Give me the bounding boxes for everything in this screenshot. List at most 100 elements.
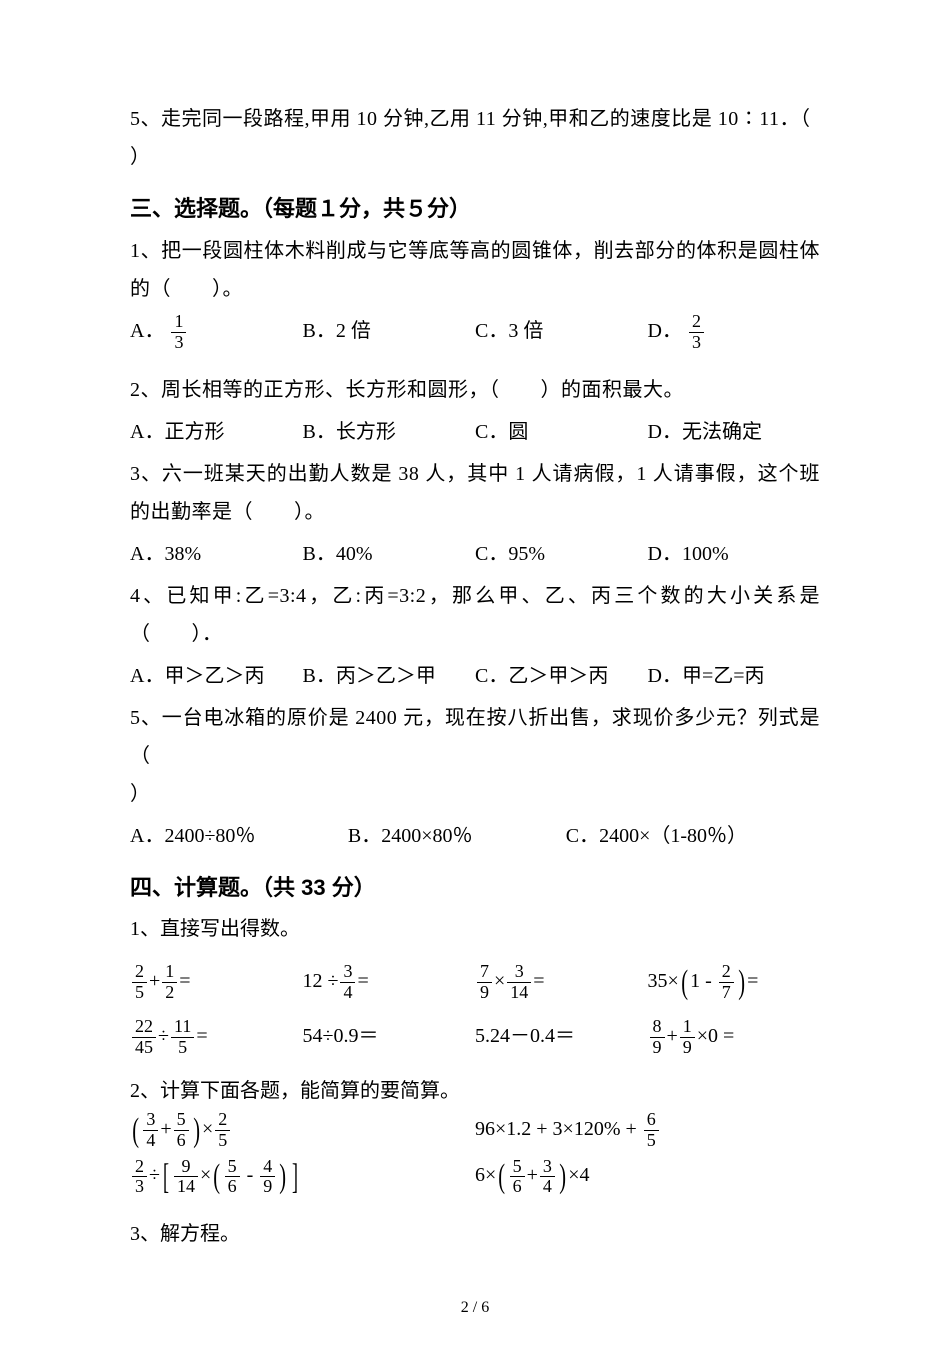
numerator: 7 [477,962,492,983]
q3-4-opt-c: C．乙＞甲＞丙 [475,657,648,695]
q2-5: 5、走完同一段路程,甲用 10 分钟,乙用 11 分钟,甲和乙的速度比是 10∶… [130,100,820,138]
expr-6: 54÷0.9＝ [303,1017,476,1058]
q3-1-opt-b: B．2 倍 [303,312,476,353]
q3-2-opt-d: D．无法确定 [648,413,821,451]
denominator: 4 [540,1177,555,1197]
sub1-title: 1、直接写出得数。 [130,910,820,948]
fraction: 3 4 [340,962,355,1003]
operator: - [242,1164,259,1186]
expr-8: 8 9 + 1 9 ×0 = [648,1017,821,1058]
q3-2-opt-c: C．圆 [475,413,648,451]
q3-5-opt-c: C．2400×（1-80％） [566,817,820,855]
denominator: 9 [477,983,492,1003]
numerator: 2 [689,312,704,333]
expr-2: 12 ÷ 3 4 = [303,962,476,1003]
operator: × [202,1118,213,1140]
numerator: 2 [719,962,734,983]
numerator: 5 [174,1110,189,1131]
numerator: 2 [215,1110,230,1131]
numerator: 1 [162,962,177,983]
sub2-title: 2、计算下面各题，能简算的要简算。 [130,1072,820,1110]
numerator: 1 [171,312,186,333]
q3-3-options: A．38% B．40% C．95% D．100% [130,535,820,573]
q3-4-opt-b: B．丙＞乙＞甲 [303,657,476,695]
numerator: 8 [650,1017,665,1038]
section4-header: 四、计算题。（共 33 分） [130,867,820,909]
suffix: ×4 [568,1164,589,1186]
q3-5-options: A．2400÷80％ B．2400×80％ C．2400×（1-80％） [130,817,820,855]
denominator: 7 [719,983,734,1003]
q3-1-options: A． 1 3 B．2 倍 C．3 倍 D． 2 3 [130,312,820,353]
q3-4-opt-a: A．甲＞乙＞丙 [130,657,303,695]
fraction: 5 6 [510,1157,525,1198]
sub3-title: 3、解方程。 [130,1215,820,1253]
fraction: 8 9 [650,1017,665,1058]
fraction: 2 7 [719,962,734,1003]
sub1-row2: 22 45 ÷ 11 5 = 54÷0.9＝ 5.24－0.4＝ 8 9 + 1… [130,1017,820,1058]
left-paren-icon: ( [132,1117,139,1144]
denominator: 5 [132,983,147,1003]
fraction: 3 4 [143,1110,158,1151]
expr-5: 22 45 ÷ 11 5 = [130,1017,303,1058]
numerator: 2 [132,1157,147,1178]
denominator: 3 [689,333,704,353]
q3-4-opt-d: D．甲=乙=丙 [648,657,821,695]
fraction: 5 6 [174,1110,189,1151]
operator: + [149,970,160,992]
expr-3: 7 9 × 3 14 = [475,962,648,1003]
right-paren-icon: ) [559,1163,566,1190]
fraction: 2 3 [132,1157,147,1198]
q3-3: 3、六一班某天的出勤人数是 38 人，其中 1 人请病假，1 人请事假，这个班的… [130,455,820,531]
q3-3-opt-c: C．95% [475,535,648,573]
prefix: 96×1.2 + 3×120% + [475,1118,642,1140]
numerator: 3 [507,962,531,983]
opt-a-label: A． [130,320,164,342]
operator: + [160,1118,171,1140]
fraction: 7 9 [477,962,492,1003]
q3-2-opt-a: A．正方形 [130,413,303,451]
expr-1: 2 5 + 1 2 = [130,962,303,1003]
numerator: 3 [143,1110,158,1131]
prefix: 12 ÷ [303,970,339,992]
fraction: 3 4 [540,1157,555,1198]
left-paren-icon: ( [499,1163,506,1190]
denominator: 9 [680,1038,695,1058]
sub2-row1: ( 3 4 + 5 6 )× 2 5 96×1.2 + 3×120% + 6 5 [130,1110,820,1151]
right-paren-icon: ) [738,969,745,996]
equals: = [357,970,368,992]
q3-1-opt-c: C．3 倍 [475,312,648,353]
numerator: 22 [132,1017,156,1038]
fraction: 4 9 [260,1157,275,1198]
expr-4: 35×(1 - 2 7 )= [648,962,821,1003]
q3-1-opt-d: D． 2 3 [648,312,821,353]
fraction: 2 5 [132,962,147,1003]
denominator: 5 [644,1131,659,1151]
numerator: 11 [171,1017,194,1038]
q3-3-opt-b: B．40% [303,535,476,573]
expr-12: 6×( 5 6 + 3 4 )×4 [475,1156,820,1197]
left-bracket-icon: [ [163,1162,169,1191]
operator: ÷ [158,1025,169,1047]
right-paren-icon: ) [193,1117,200,1144]
right-paren-icon: ) [280,1163,287,1190]
q2-5-text: 5、走完同一段路程,甲用 10 分钟,乙用 11 分钟,甲和乙的速度比是 10∶… [130,108,811,130]
denominator: 14 [174,1177,198,1197]
fraction: 9 14 [174,1157,198,1198]
numerator: 2 [132,962,147,983]
inner-text: 1 - [690,970,717,992]
q3-2-opt-b: B．长方形 [303,413,476,451]
denominator: 9 [650,1038,665,1058]
fraction: 5 6 [225,1157,240,1198]
suffix: ×0 = [697,1025,735,1047]
q3-5-opt-a: A．2400÷80％ [130,817,348,855]
numerator: 1 [680,1017,695,1038]
expr-9: ( 3 4 + 5 6 )× 2 5 [130,1110,475,1151]
q3-5: 5、一台电冰箱的原价是 2400 元，现在按八折出售，求现价多少元？列式是（ [130,699,820,775]
expr-10: 96×1.2 + 3×120% + 6 5 [475,1110,820,1151]
page-footer: 2 / 6 [130,1293,820,1323]
denominator: 14 [507,983,531,1003]
denominator: 6 [225,1177,240,1197]
denominator: 2 [162,983,177,1003]
q3-3-opt-d: D．100% [648,535,821,573]
denominator: 45 [132,1038,156,1058]
